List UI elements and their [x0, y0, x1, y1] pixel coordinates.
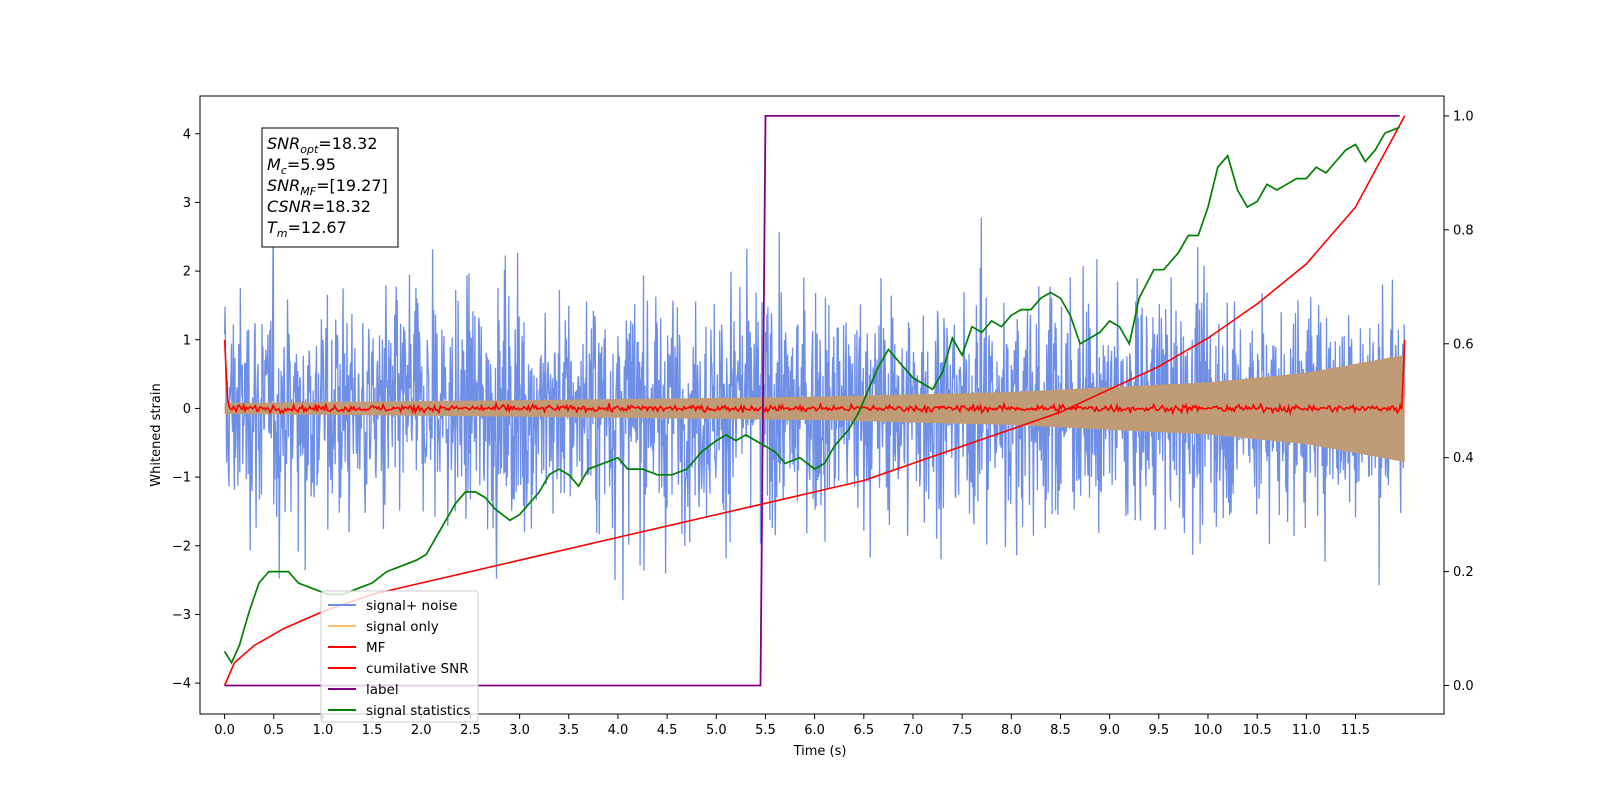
- info-line: SNRMF=[19.27]: [267, 176, 388, 198]
- x-tick-label: 8.0: [1001, 723, 1022, 738]
- x-tick-label: 2.0: [411, 723, 432, 738]
- info-box: SNRopt=18.32Mc=5.95SNRMF=[19.27]CSNR=18.…: [261, 127, 399, 248]
- info-line-symbol: M: [267, 155, 281, 174]
- info-box-frame: [261, 127, 399, 248]
- info-line-value: =[19.27]: [316, 176, 388, 195]
- info-line-symbol: T: [267, 218, 278, 237]
- info-line-subscript: c: [281, 164, 287, 177]
- legend-frame: [320, 590, 479, 723]
- y-tick-label: −4: [172, 677, 191, 692]
- series-cumulative-snr-line: [223, 115, 1406, 686]
- x-tick-label: 4.5: [657, 723, 678, 738]
- legend-label-mf: MF: [366, 640, 385, 656]
- y2-tick-label: 0.8: [1453, 223, 1474, 238]
- x-tick-label: 9.5: [1148, 723, 1169, 738]
- y-tick-label: 1: [183, 333, 191, 348]
- y2-tick-label: 0.6: [1453, 337, 1474, 352]
- x-tick-label: 11.5: [1341, 723, 1370, 738]
- info-line-subscript: opt: [300, 143, 319, 156]
- x-tick-label: 10.5: [1243, 723, 1272, 738]
- x-tick-label: 6.5: [853, 723, 874, 738]
- info-line-symbol: CSNR: [267, 197, 312, 216]
- x-tick-label: 3.5: [558, 723, 579, 738]
- x-tick-label: 0.0: [214, 723, 235, 738]
- y-tick-label: 2: [183, 265, 191, 280]
- legend-label-stats: signal statistics: [366, 703, 470, 719]
- plot-area: [223, 115, 1406, 687]
- x-tick-label: 3.0: [509, 723, 530, 738]
- legend: signal+ noise signal only MF cumilative SNR…: [320, 590, 479, 723]
- y-axis-left: 4 3 2 1 0 −1 −2 −3 −4: [172, 127, 200, 692]
- y-axis-title: Whitened strain: [149, 383, 164, 486]
- x-tick-label: 2.5: [460, 723, 481, 738]
- info-line: Tm=12.67: [267, 218, 347, 240]
- x-tick-label: 6.0: [804, 723, 825, 738]
- info-line: CSNR=18.32: [267, 197, 371, 216]
- x-tick-label: 1.0: [313, 723, 334, 738]
- x-tick-label: 7.0: [903, 723, 924, 738]
- x-tick-label: 4.0: [608, 723, 629, 738]
- series-mf-line: [223, 339, 1406, 416]
- y2-tick-label: 0.2: [1453, 565, 1474, 580]
- x-tick-label: 0.5: [263, 723, 284, 738]
- y-tick-label: −3: [172, 608, 191, 623]
- x-axis-title: Time (s): [793, 744, 847, 759]
- info-line-symbol: SNR: [267, 134, 300, 153]
- x-tick-label: 1.5: [362, 723, 383, 738]
- info-line-subscript: m: [277, 227, 288, 240]
- series-signal-statistics-line: [223, 126, 1401, 665]
- info-line: SNRopt=18.32: [267, 134, 378, 156]
- x-tick-label: 11.0: [1292, 723, 1321, 738]
- info-line-value: =12.67: [288, 218, 347, 237]
- y-tick-label: 0: [183, 402, 191, 417]
- info-line-subscript: MF: [300, 185, 316, 198]
- info-line: Mc=5.95: [267, 155, 336, 177]
- y2-tick-label: 0.0: [1453, 679, 1474, 694]
- series-label-line: [224, 115, 1400, 687]
- y-axis-right: 1.0 0.8 0.6 0.4 0.2 0.0: [1444, 109, 1474, 694]
- x-axis: 0.0 0.5 1.0 1.5 2.0 2.5 3.0 3.5 4.0 4.5 5.0 5.5 6.0 6…: [214, 714, 1370, 738]
- x-tick-label: 10.0: [1194, 723, 1223, 738]
- x-tick-label: 7.5: [952, 723, 973, 738]
- y-tick-label: 4: [183, 127, 191, 142]
- legend-label-noise: signal+ noise: [366, 598, 457, 614]
- series-signal-noise-line: [223, 217, 1406, 601]
- legend-label-csnr: cumilative SNR: [366, 661, 469, 677]
- y-tick-label: −2: [172, 539, 191, 554]
- x-tick-label: 5.5: [755, 723, 776, 738]
- legend-label-label: label: [366, 682, 399, 698]
- legend-label-signal: signal only: [366, 619, 439, 635]
- plot-frame: [199, 95, 1445, 715]
- info-line-value: =18.32: [318, 134, 377, 153]
- y-tick-label: 3: [183, 196, 191, 211]
- x-tick-label: 5.0: [706, 723, 727, 738]
- y2-tick-label: 0.4: [1453, 451, 1474, 466]
- info-line-value: =5.95: [287, 155, 336, 174]
- y-tick-label: −1: [172, 471, 191, 486]
- info-line-symbol: SNR: [267, 176, 300, 195]
- y2-tick-label: 1.0: [1453, 109, 1474, 124]
- x-tick-label: 8.5: [1050, 723, 1071, 738]
- info-line-value: =18.32: [312, 197, 371, 216]
- x-tick-label: 9.0: [1099, 723, 1120, 738]
